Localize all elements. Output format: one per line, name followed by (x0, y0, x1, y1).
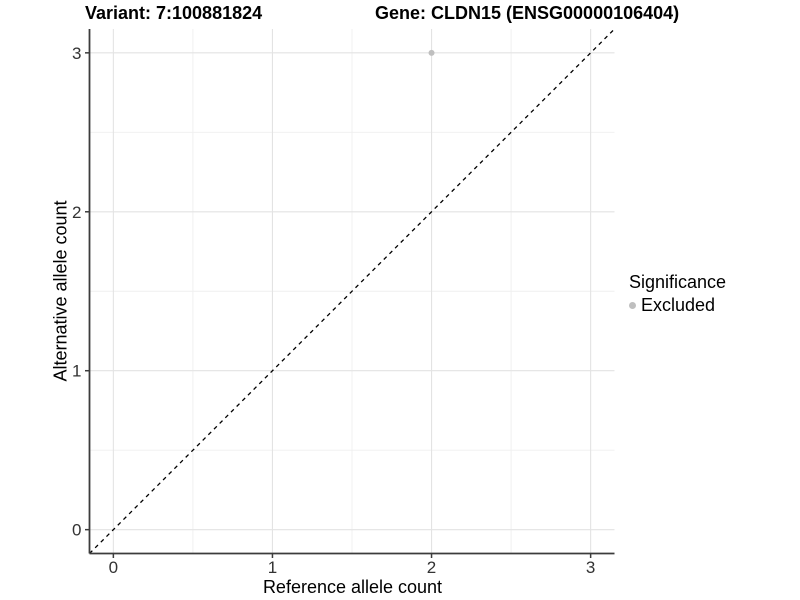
identity-line (89, 28, 615, 554)
y-tick-label: 2 (72, 203, 81, 222)
legend-item-label: Excluded (641, 295, 716, 315)
x-tick-label: 1 (268, 558, 277, 577)
x-tick-label: 2 (427, 558, 436, 577)
legend: Significance Excluded (629, 272, 726, 316)
y-tick-label: 3 (72, 44, 81, 63)
variant-title: Variant: 7:100881824 (85, 3, 263, 23)
data-point (428, 49, 435, 56)
x-axis-title: Reference allele count (262, 577, 443, 597)
legend-item-excluded: Excluded (629, 295, 726, 316)
y-tick-label: 1 (72, 362, 81, 381)
x-tick-label: 0 (109, 558, 118, 577)
x-tick-label: 3 (586, 558, 595, 577)
gene-title: Gene: CLDN15 (ENSG00000106404) (375, 3, 680, 23)
legend-title: Significance (629, 272, 727, 292)
excluded-point-icon (629, 302, 636, 309)
y-axis-title: Alternative allele count (50, 200, 71, 382)
y-tick-label: 0 (72, 521, 81, 540)
